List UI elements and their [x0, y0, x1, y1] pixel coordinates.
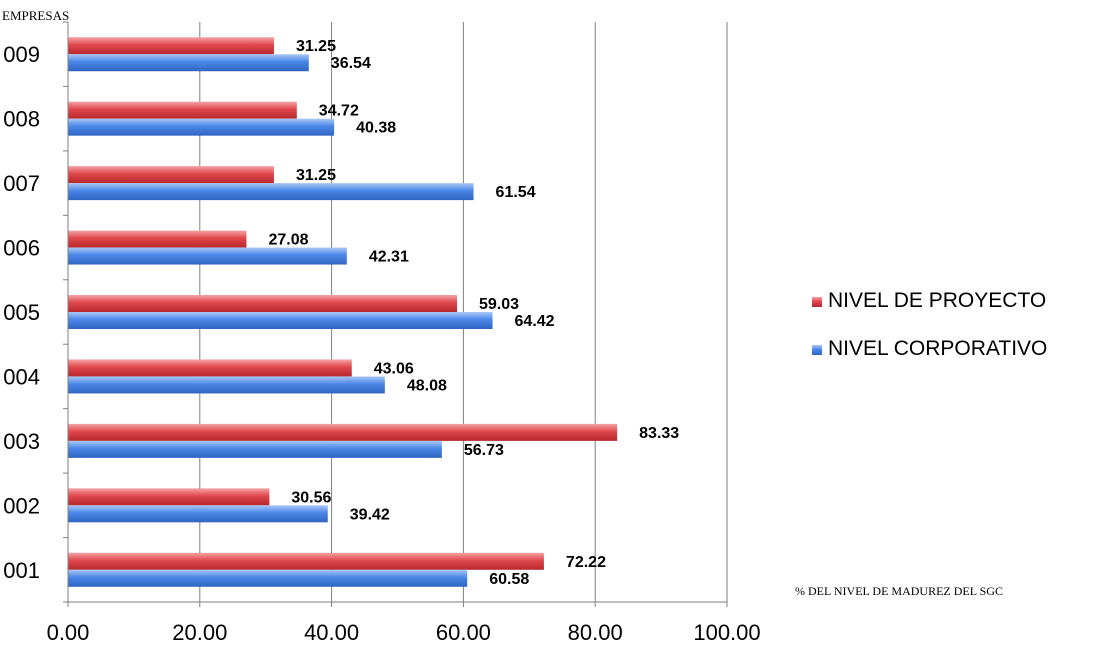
- bars: [68, 37, 618, 587]
- bar-nivel-corporativo: [68, 312, 493, 329]
- category-label: 001: [3, 558, 40, 583]
- data-label: 56.73: [464, 442, 504, 459]
- bar-nivel-proyecto: [68, 166, 274, 184]
- bar-nivel-proyecto: [68, 37, 274, 55]
- x-tick-label: 40.00: [304, 620, 359, 645]
- data-label: 64.42: [515, 313, 555, 330]
- bar-nivel-proyecto: [68, 101, 297, 119]
- data-label: 31.25: [296, 167, 336, 184]
- bar-nivel-corporativo: [68, 183, 474, 201]
- data-label: 34.72: [319, 103, 359, 120]
- x-tick-label: 0.00: [47, 620, 90, 645]
- data-label: 83.33: [639, 425, 679, 442]
- data-label: 36.54: [331, 55, 371, 72]
- legend: NIVEL DE PROYECTO NIVEL CORPORATIVO: [812, 289, 1047, 360]
- category-label: 002: [3, 493, 40, 518]
- bar-nivel-proyecto: [68, 552, 544, 570]
- legend-swatch-nivel-corporativo: [812, 345, 822, 355]
- data-label: 31.25: [296, 38, 336, 55]
- bar-nivel-corporativo: [68, 118, 335, 136]
- bar-nivel-corporativo: [68, 440, 442, 458]
- category-label: 006: [3, 236, 40, 261]
- data-label: 30.56: [291, 489, 331, 506]
- data-label: 72.22: [566, 554, 606, 571]
- data-label: 43.06: [374, 360, 414, 377]
- bar-nivel-proyecto: [68, 488, 270, 506]
- x-tick-label: 80.00: [568, 620, 623, 645]
- data-label: 27.08: [268, 232, 308, 249]
- bar-nivel-corporativo: [68, 247, 347, 265]
- bar-nivel-corporativo: [68, 376, 385, 394]
- bar-nivel-proyecto: [68, 295, 458, 312]
- x-tick-label: 20.00: [172, 620, 227, 645]
- category-label: 005: [3, 300, 40, 325]
- data-label: 48.08: [407, 377, 447, 394]
- axes: 0.00 20.00 40.00 60.00 80.00 100.00 001 002 003 0…: [3, 21, 761, 645]
- category-label: 009: [3, 42, 40, 67]
- category-label: 008: [3, 107, 40, 132]
- legend-label: NIVEL DE PROYECTO: [828, 289, 1046, 312]
- data-label: 40.38: [356, 120, 396, 137]
- category-label: 007: [3, 171, 40, 196]
- bar-nivel-corporativo: [68, 505, 328, 523]
- bar-nivel-proyecto: [68, 423, 618, 441]
- bar-nivel-proyecto: [68, 359, 352, 377]
- legend-swatch-nivel-proyecto: [812, 297, 822, 307]
- data-labels: 72.22 60.58 30.56 39.42 83.33 56.73 43.0648.08…: [268, 38, 679, 588]
- bar-nivel-proyecto: [68, 230, 247, 248]
- data-label: 61.54: [496, 184, 536, 201]
- bar-nivel-corporativo: [68, 54, 309, 72]
- data-label: 59.03: [479, 296, 519, 313]
- data-label: 60.58: [489, 571, 529, 588]
- data-label: 42.31: [369, 249, 409, 266]
- legend-label: NIVEL CORPORATIVO: [828, 337, 1047, 360]
- category-label: 003: [3, 429, 40, 454]
- y-axis-title: EMPRESAS: [2, 8, 69, 23]
- x-tick-label: 60.00: [436, 620, 491, 645]
- category-label: 004: [3, 364, 40, 389]
- x-tick-label: 100.00: [693, 620, 760, 645]
- bar-nivel-corporativo: [68, 569, 468, 587]
- data-label: 39.42: [350, 506, 390, 523]
- x-axis-title: % DEL NIVEL DE MADUREZ DEL SGC: [795, 584, 1003, 598]
